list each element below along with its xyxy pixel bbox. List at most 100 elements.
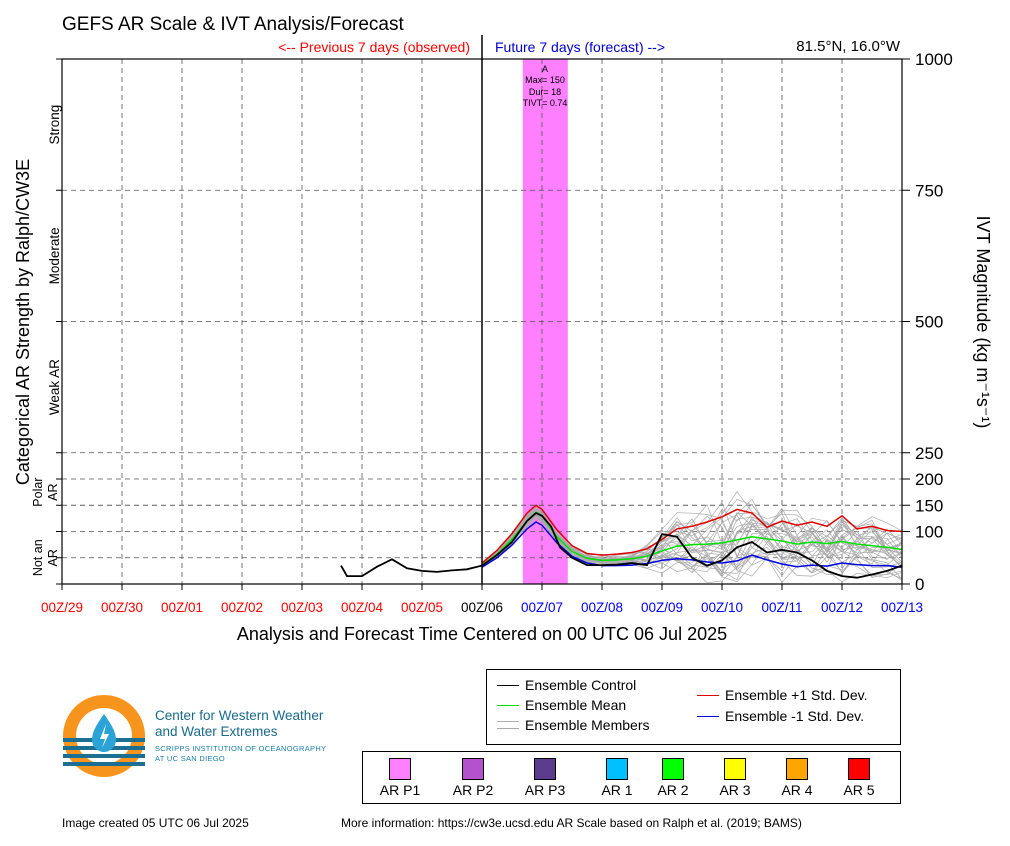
category-label: Not an (31, 539, 45, 576)
category-legend-item: AR P3 (517, 758, 573, 798)
category-legend-item: AR 5 (831, 758, 887, 798)
x-tick-label: 00Z/05 (401, 600, 443, 615)
previous-label: <-- Previous 7 days (observed) (278, 39, 470, 55)
series-ensemble-1-std-dev (481, 521, 903, 568)
category-label: Moderate (47, 227, 62, 284)
category-swatch (724, 758, 746, 780)
legend-plus-label: Ensemble +1 Std. Dev. (725, 687, 868, 703)
logo-title-line2: and Water Extremes (155, 724, 278, 739)
category-legend-item: AR P2 (445, 758, 501, 798)
category-label-text: AR P3 (524, 782, 566, 798)
category-swatch (606, 758, 628, 780)
y-tick-label: 0 (915, 575, 924, 594)
category-label: Weak AR (47, 359, 62, 415)
category-label-text: AR P1 (379, 782, 421, 798)
y-tick-label: 500 (915, 313, 943, 332)
member-line (481, 512, 903, 581)
legend-members: Ensemble Members (497, 716, 650, 734)
y-tick-label: 150 (915, 496, 943, 515)
series-ensemble-control (340, 512, 903, 579)
category-label: Strong (47, 105, 62, 145)
logo-title: Center for Western Weather and Water Ext… (155, 708, 323, 740)
x-tick-label: 00Z/30 (101, 600, 143, 615)
y-tick-label: 100 (915, 523, 943, 542)
category-legend-item: AR P1 (372, 758, 428, 798)
cw3e-logo: Center for Western Weather and Water Ext… (62, 694, 362, 784)
event-label: A (542, 64, 548, 74)
legend-minus-label: Ensemble -1 Std. Dev. (725, 708, 865, 724)
category-label-text: AR 1 (601, 782, 633, 798)
x-tick-label: 00Z/09 (641, 600, 683, 615)
x-tick-label: 00Z/06 (461, 600, 503, 615)
logo-subtitle: SCRIPPS INSTITUTION OF OCEANOGRAPHY AT U… (155, 744, 326, 764)
category-legend-item: AR 4 (769, 758, 825, 798)
x-tick-label: 00Z/12 (821, 600, 863, 615)
chart-title: GEFS AR Scale & IVT Analysis/Forecast (62, 14, 404, 35)
legend-control-label: Ensemble Control (525, 677, 637, 693)
x-tick-label: 00Z/01 (161, 600, 203, 615)
legend-mean-label: Ensemble Mean (525, 697, 627, 713)
x-tick-label: 00Z/07 (521, 600, 563, 615)
event-tivt: TIVT= 0.74 (523, 98, 568, 108)
category-swatch (848, 758, 870, 780)
legend-control-swatch (497, 684, 519, 686)
legend-minus-swatch (697, 715, 719, 717)
category-label-text: AR 5 (843, 782, 875, 798)
category-legend-item: AR 3 (707, 758, 763, 798)
location-label: 81.5°N, 16.0°W (796, 38, 901, 55)
category-label-text: AR P2 (452, 782, 494, 798)
x-tick-label: 00Z/29 (41, 600, 83, 615)
x-tick-label: 00Z/03 (281, 600, 323, 615)
right-axis-label: IVT Magnitude (kg m⁻¹s⁻¹) (973, 216, 993, 429)
member-line (481, 504, 903, 569)
legend-minus: Ensemble -1 Std. Dev. (697, 707, 864, 725)
y-tick-label: 1000 (915, 50, 953, 69)
logo-title-line1: Center for Western Weather (155, 708, 324, 723)
legend-plus: Ensemble +1 Std. Dev. (697, 686, 868, 704)
legend-control: Ensemble Control (497, 676, 636, 694)
member-line (481, 508, 903, 576)
x-tick-label: 00Z/10 (701, 600, 743, 615)
grid-lines (62, 59, 902, 584)
future-label: Future 7 days (forecast) --> (495, 39, 665, 55)
legend-members-label: Ensemble Members (525, 717, 650, 733)
y-tick-label: 750 (915, 181, 943, 200)
series-legend: Ensemble Control Ensemble Mean Ensemble … (486, 669, 901, 745)
category-swatch (389, 758, 411, 780)
ivt-chart: 00Z/29 00Z/30 00Z/01 00Z/02 00Z/03 00Z/04 00Z/… (13, 14, 993, 644)
legend-mean: Ensemble Mean (497, 696, 626, 714)
x-axis-label: Analysis and Forecast Time Centered on 0… (237, 624, 727, 644)
x-tick-label: 00Z/02 (221, 600, 263, 615)
logo-subtitle-line2: AT UC SAN DIEGO (155, 754, 226, 763)
category-label-text: AR 2 (657, 782, 689, 798)
series-lines (340, 504, 903, 579)
legend-plus-swatch (697, 694, 719, 696)
category-swatch (462, 758, 484, 780)
left-axis-label: Categorical AR Strength by Ralph/CW3E (13, 159, 33, 485)
y-tick-label: 250 (915, 444, 943, 463)
axes: 00Z/29 00Z/30 00Z/01 00Z/02 00Z/03 00Z/04 00Z/… (31, 50, 953, 615)
category-label: AR (46, 549, 60, 566)
legend-members-swatch (497, 721, 519, 729)
category-swatch (662, 758, 684, 780)
legend-mean-swatch (497, 704, 519, 706)
category-label-text: AR 3 (719, 782, 751, 798)
x-tick-label: 00Z/13 (881, 600, 923, 615)
category-legend: AR P1 AR P2 AR P3 AR 1 AR 2 AR 3 AR 4 AR 5 (362, 751, 901, 804)
y-tick-label: 200 (915, 470, 943, 489)
category-legend-item: AR 1 (589, 758, 645, 798)
category-legend-item: AR 2 (645, 758, 701, 798)
member-line (481, 511, 903, 566)
category-swatch (786, 758, 808, 780)
x-tick-label: 00Z/04 (341, 600, 384, 615)
x-tick-label: 00Z/08 (581, 600, 623, 615)
cw3e-logo-icon (63, 695, 145, 777)
category-label: Polar (31, 478, 45, 507)
footer-info: More information: https://cw3e.ucsd.edu … (341, 816, 802, 830)
category-label-text: AR 4 (781, 782, 813, 798)
x-tick-label: 00Z/11 (761, 600, 802, 615)
footer-created: Image created 05 UTC 06 Jul 2025 (62, 816, 249, 830)
event-dur: Dur= 18 (529, 87, 561, 97)
logo-subtitle-line1: SCRIPPS INSTITUTION OF OCEANOGRAPHY (155, 744, 327, 753)
series-ensemble-1-std-dev (481, 504, 903, 564)
